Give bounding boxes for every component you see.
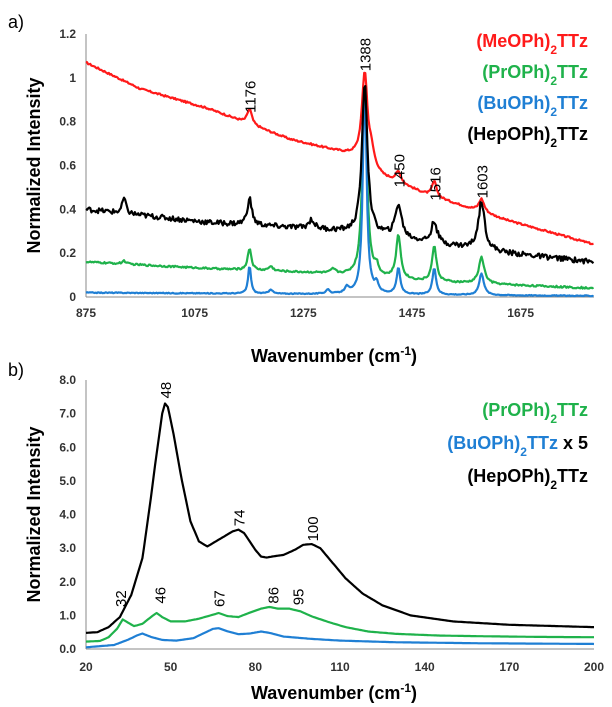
x-tick-label: 110 — [330, 660, 350, 674]
legend-entry-name: (BuOPh) — [477, 93, 550, 113]
peak-label: 1176 — [243, 81, 260, 113]
legend-entry-name: (MeOPh) — [476, 31, 550, 51]
x-tick-label: 875 — [76, 306, 96, 320]
y-tick-label: 0.2 — [59, 246, 76, 260]
series-line — [85, 627, 595, 649]
series-line — [85, 60, 594, 246]
legend-entry-name-end: TTz — [557, 31, 588, 51]
series-line — [85, 402, 594, 634]
legend-entry-name: (PrOPh) — [482, 62, 550, 82]
y-tick-label: 0.8 — [59, 115, 76, 129]
legend-entry-subscript: 2 — [520, 445, 527, 459]
x-tick-label: 1075 — [181, 306, 208, 320]
legend-entry-name: (HepOPh) — [467, 466, 550, 486]
x-tick-label: 1275 — [290, 306, 317, 320]
peak-label: 1388 — [358, 38, 375, 71]
peak-label: 48 — [158, 382, 175, 399]
legend-entry-name: (BuOPh) — [447, 433, 520, 453]
x-axis-title: Wavenumber (cm-1) — [251, 344, 417, 366]
x-axis-title-end: ) — [411, 683, 417, 703]
peak-label: 74 — [231, 510, 248, 527]
legend-entry-name-end: TTz — [557, 466, 588, 486]
y-tick-label: 8.0 — [59, 373, 76, 387]
x-axis-title-superscript: -1 — [400, 681, 411, 695]
peak-label: 1450 — [391, 154, 408, 187]
x-tick-label: 80 — [249, 660, 263, 674]
legend-entry-subscript: 2 — [550, 43, 557, 57]
peak-label: 100 — [305, 516, 322, 541]
y-tick-label: 1.0 — [59, 608, 76, 622]
x-axis-title-text: Wavenumber (cm — [251, 683, 400, 703]
series-line — [85, 90, 594, 298]
peak-label: 1516 — [427, 167, 444, 200]
legend-entry-name: (HepOPh) — [467, 124, 550, 144]
x-tick-label: 50 — [164, 660, 178, 674]
legend-entry: (BuOPh)2TTz x 5 — [447, 433, 588, 459]
y-tick-label: 0.6 — [59, 159, 76, 173]
legend-entry-subscript: 2 — [550, 136, 557, 150]
legend-entry: (MeOPh)2TTz — [476, 31, 588, 57]
y-tick-label: 0.4 — [59, 202, 76, 216]
x-tick-label: 140 — [415, 660, 435, 674]
chart-panel-b: b) 0.0 1.0 2.0 3.0 4.0 5.0 6.0 7.0 8.0 20 50 80 110 14… — [8, 360, 604, 703]
legend-entry: (HepOPh)2TTz — [467, 466, 588, 492]
legend-entry-name-end: TTz — [527, 433, 558, 453]
x-tick-label: 170 — [499, 660, 519, 674]
peak-label: 67 — [212, 590, 229, 607]
y-tick-label: 6.0 — [59, 440, 76, 454]
y-tick-label: 4.0 — [59, 508, 76, 522]
legend-entry-name-end: TTz — [557, 124, 588, 144]
y-tick-label: 1 — [69, 71, 76, 85]
panel-label: b) — [8, 360, 24, 380]
chart-panel-a: a) 0 0.2 0.4 0.6 0.8 1 1.2 875 1075 1275 1475 1675 No… — [8, 12, 595, 366]
legend-entry-name: (PrOPh) — [482, 400, 550, 420]
y-tick-label: 5.0 — [59, 474, 76, 488]
y-tick-label: 0 — [69, 290, 76, 304]
legend-entry-name-end: TTz — [557, 93, 588, 113]
legend-entry-suffix: x 5 — [558, 433, 588, 453]
legend-entry: (BuOPh)2TTz — [477, 93, 588, 119]
peak-label: 86 — [265, 587, 282, 604]
y-tick-label: 2.0 — [59, 575, 76, 589]
x-tick-label: 1475 — [399, 306, 426, 320]
x-axis-title-superscript: -1 — [400, 344, 411, 358]
legend-entry-subscript: 2 — [550, 412, 557, 426]
peak-label: 32 — [113, 590, 130, 607]
y-axis-title: Normalized Intensity — [24, 426, 44, 602]
legend-entry-subscript: 2 — [550, 74, 557, 88]
series-line — [85, 89, 595, 290]
legend-entry-name-end: TTz — [557, 400, 588, 420]
peak-label: 95 — [291, 589, 308, 606]
y-tick-label: 0.0 — [59, 642, 76, 656]
x-tick-label: 200 — [584, 660, 604, 674]
legend-entry-subscript: 2 — [550, 478, 557, 492]
series-line — [85, 605, 594, 643]
x-axis-title: Wavenumber (cm-1) — [251, 681, 417, 703]
x-axis-title-end: ) — [411, 346, 417, 366]
x-tick-label: 1675 — [507, 306, 534, 320]
legend-entry: (HepOPh)2TTz — [467, 124, 588, 150]
peak-label: 46 — [152, 587, 169, 604]
x-tick-label: 20 — [79, 660, 93, 674]
peak-label: 1603 — [475, 165, 492, 198]
legend-entry-name-end: TTz — [557, 62, 588, 82]
x-axis-title-text: Wavenumber (cm — [251, 346, 400, 366]
y-tick-label: 3.0 — [59, 541, 76, 555]
panel-label: a) — [8, 12, 24, 32]
legend-entry: (PrOPh)2TTz — [482, 62, 588, 88]
series-line — [85, 85, 595, 265]
y-axis-title: Normalized Intensity — [24, 77, 44, 253]
legend-entry: (PrOPh)2TTz — [482, 400, 588, 426]
legend-entry-subscript: 2 — [550, 105, 557, 119]
y-tick-label: 1.2 — [59, 27, 76, 41]
y-tick-label: 7.0 — [59, 407, 76, 421]
